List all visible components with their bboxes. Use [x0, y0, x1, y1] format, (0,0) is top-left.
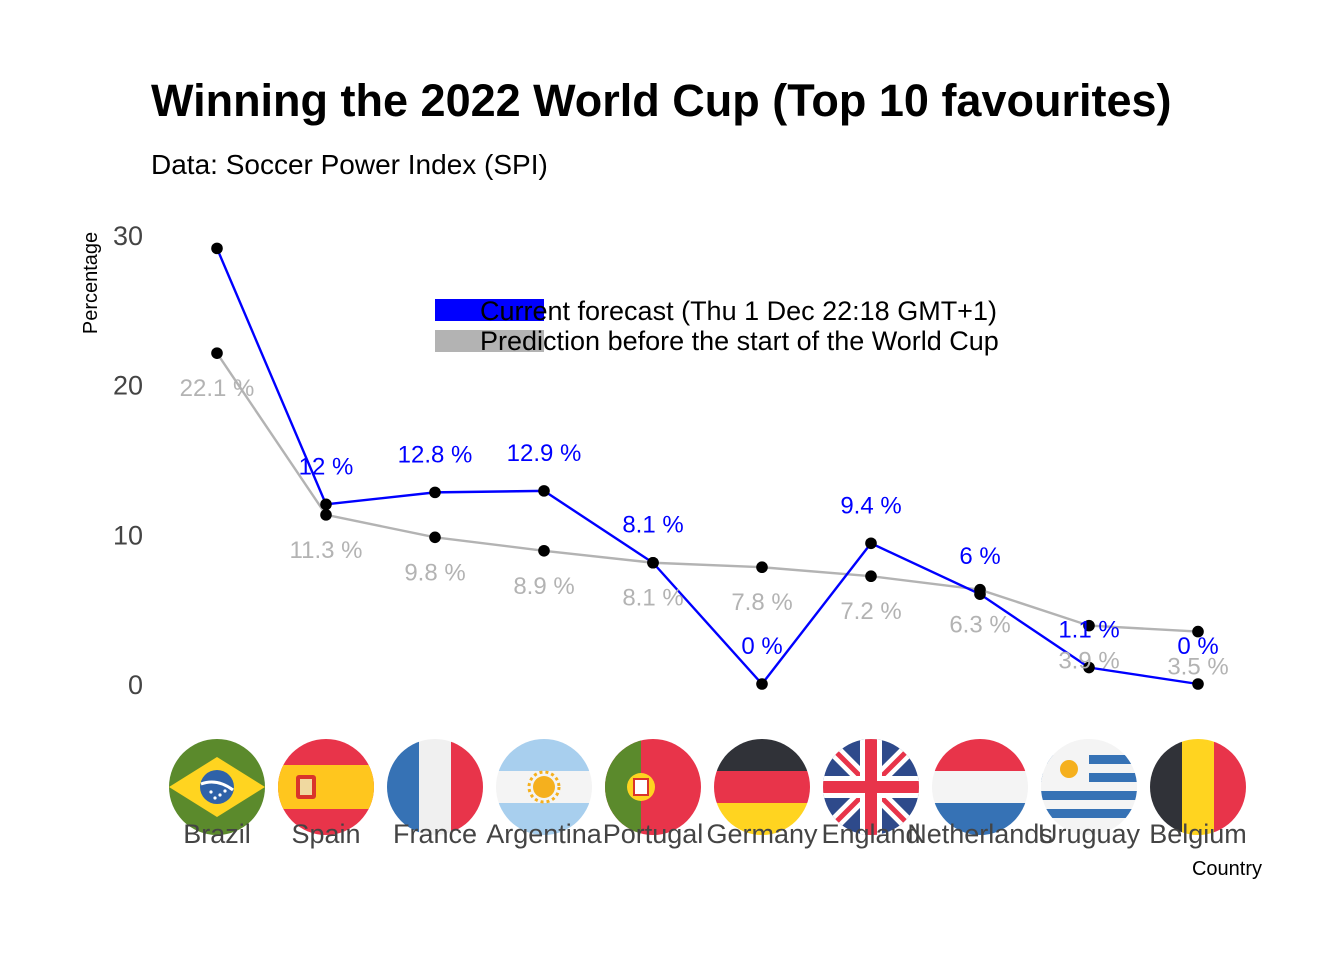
y-tick-label: 0 [128, 670, 143, 700]
france-flag [387, 739, 483, 835]
current-forecast-point [538, 485, 550, 497]
pre-tournament-point [211, 347, 223, 359]
current-forecast-point [647, 556, 659, 569]
current-forecast-point [320, 498, 332, 511]
pre-tournament-label: 22.1 % [180, 375, 255, 402]
x-tick-label: Netherlands [907, 819, 1053, 849]
current-forecast-point [865, 537, 877, 550]
series-layer: 22.1 % 11.3 % 9.8 % 8.9 % 8.1 % 7.8 % 7.2 % 6.3… [180, 242, 1229, 690]
current-forecast-label: 6 % [959, 543, 1000, 570]
pre-tournament-point [1083, 619, 1095, 632]
x-axis-label: Country [1192, 858, 1262, 880]
current-forecast-label: 1.1 % [1058, 617, 1119, 644]
x-tick-label: Argentina [486, 819, 603, 849]
y-axis-ticks: 0 10 20 30 [113, 221, 143, 700]
x-tick-label: Belgium [1149, 819, 1247, 849]
pre-tournament-label: 8.9 % [513, 573, 574, 600]
y-axis-label: Percentage [80, 232, 102, 334]
brazil-flag [169, 739, 265, 835]
current-forecast-point [756, 678, 768, 690]
pre-tournament-label: 3.9 % [1058, 648, 1119, 675]
x-tick-label: Portugal [603, 819, 704, 849]
spain-flag [278, 739, 374, 835]
pre-tournament-label: 3.5 % [1167, 654, 1228, 681]
pre-tournament-point [429, 531, 441, 544]
pre-tournament-point [538, 544, 550, 557]
current-forecast-label: 12.8 % [398, 441, 473, 468]
current-forecast-label: 12.9 % [507, 440, 582, 467]
y-tick-label: 20 [113, 371, 143, 401]
current-forecast-label: 9.4 % [840, 492, 901, 519]
chart-subtitle: Data: Soccer Power Index (SPI) [151, 149, 548, 180]
uruguay-flag [1041, 739, 1137, 835]
current-forecast-point [1083, 661, 1095, 674]
pre-tournament-point [756, 561, 768, 574]
flags-row [169, 739, 1246, 835]
x-tick-label: France [393, 819, 477, 849]
current-forecast-label: 0 % [741, 633, 782, 660]
pre-tournament-label: 7.8 % [731, 589, 792, 616]
legend-swatch-current [435, 299, 544, 321]
y-tick-label: 10 [113, 520, 143, 550]
category-labels: Brazil Spain France Argentina Portugal German… [183, 819, 1247, 849]
pre-tournament-label: 6.3 % [949, 612, 1010, 639]
pre-tournament-label: 9.8 % [404, 559, 465, 586]
chart-title: Winning the 2022 World Cup (Top 10 favou… [151, 75, 1172, 126]
netherlands-flag [932, 739, 1028, 835]
current-forecast-point [429, 486, 441, 499]
legend-swatch-before [435, 330, 544, 352]
x-tick-label: Germany [706, 819, 818, 849]
x-tick-label: England [821, 819, 920, 849]
pre-tournament-point [865, 570, 877, 583]
current-forecast-point [1192, 678, 1204, 690]
current-forecast-label: 8.1 % [622, 512, 683, 539]
current-forecast-label: 12 % [299, 453, 354, 480]
pre-tournament-point [320, 509, 332, 521]
x-tick-label: Brazil [183, 819, 251, 849]
argentina-flag [496, 739, 592, 835]
current-forecast-point [974, 588, 986, 600]
pre-tournament-point [1192, 625, 1204, 638]
current-forecast-line [215, 247, 1199, 686]
x-tick-label: Uruguay [1038, 819, 1141, 849]
england-flag [823, 739, 919, 835]
pre-tournament-label: 8.1 % [622, 585, 683, 612]
legend-label-before: Prediction before the start of the World… [480, 326, 999, 356]
pre-tournament-line [216, 352, 1199, 633]
current-forecast-point [211, 242, 223, 255]
current-forecast-label: 0 % [1177, 633, 1218, 660]
pre-tournament-label: 11.3 % [290, 537, 363, 564]
legend: Current forecast (Thu 1 Dec 22:18 GMT+1)… [435, 296, 999, 356]
legend-label-current: Current forecast (Thu 1 Dec 22:18 GMT+1) [480, 296, 997, 326]
y-tick-label: 30 [113, 221, 143, 251]
pre-tournament-label: 7.2 % [840, 598, 901, 625]
x-tick-label: Spain [291, 819, 360, 849]
